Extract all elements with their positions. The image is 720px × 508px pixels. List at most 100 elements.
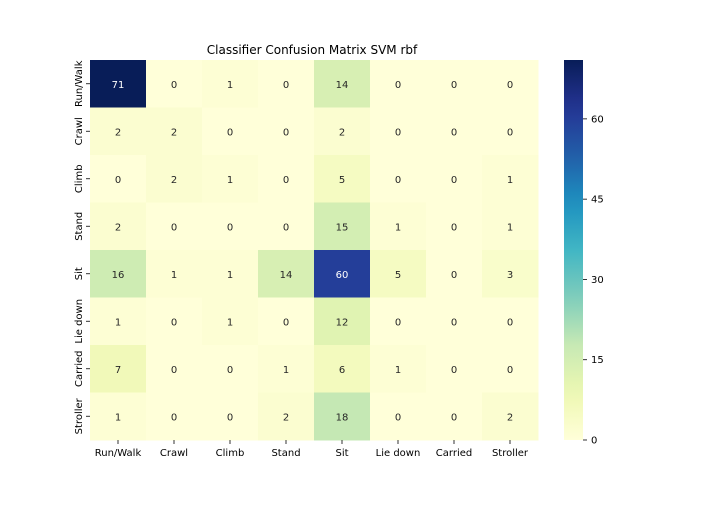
heatmap-cell xyxy=(314,155,371,203)
cell-value-label: 1 xyxy=(115,412,121,423)
heatmap-cell xyxy=(314,107,371,156)
heatmap-cell xyxy=(258,202,315,251)
heatmap-cell xyxy=(426,345,483,393)
cell-value-label: 14 xyxy=(280,270,293,281)
cell-value-label: 15 xyxy=(336,222,349,233)
heatmap-cell xyxy=(370,202,427,251)
x-tick-label: Run/Walk xyxy=(95,448,142,459)
cell-value-label: 1 xyxy=(115,317,121,328)
cell-value-label: 0 xyxy=(227,365,233,376)
heatmap-cell xyxy=(202,60,259,108)
cell-value-label: 5 xyxy=(395,270,401,281)
heatmap-cell xyxy=(370,345,427,393)
heatmap-cell xyxy=(370,297,427,346)
heatmap-cell xyxy=(426,392,483,441)
heatmap-cell xyxy=(90,202,147,251)
heatmap-cell xyxy=(482,155,539,203)
colorbar-tick-label: 60 xyxy=(591,114,604,125)
heatmap-cell xyxy=(258,297,315,346)
x-tick-label: Climb xyxy=(216,448,245,459)
y-tick-label: Crawl xyxy=(74,117,85,145)
cell-value-label: 1 xyxy=(227,80,233,91)
heatmap-cell xyxy=(482,60,539,108)
heatmap-cells xyxy=(90,60,539,441)
cell-value-label: 14 xyxy=(336,80,349,91)
y-tick-label: Sit xyxy=(74,267,85,280)
heatmap-cell xyxy=(202,392,259,441)
heatmap-cell xyxy=(202,345,259,393)
heatmap-cell xyxy=(314,250,371,298)
colorbar: 0 15 30 45 60 xyxy=(564,60,604,447)
heatmap-cell xyxy=(426,107,483,156)
heatmap-cell xyxy=(258,392,315,441)
heatmap-cell xyxy=(90,107,147,156)
cell-value-label: 2 xyxy=(283,412,289,423)
heatmap-cell xyxy=(426,202,483,251)
cell-value-label: 0 xyxy=(283,175,289,186)
y-tick-label: Stroller xyxy=(74,397,85,434)
cell-value-label: 2 xyxy=(507,412,513,423)
x-axis-ticks: Run/Walk Crawl Climb Stand Sit Lie down Carrie… xyxy=(95,440,529,459)
heatmap-cell xyxy=(314,392,371,441)
cell-value-label: 0 xyxy=(283,222,289,233)
cell-value-label: 1 xyxy=(227,317,233,328)
heatmap-cell xyxy=(258,107,315,156)
cell-value-label: 1 xyxy=(283,365,289,376)
heatmap-cell xyxy=(482,202,539,251)
heatmap-cell xyxy=(146,155,203,203)
heatmap-cell xyxy=(202,202,259,251)
heatmap-cell xyxy=(90,250,147,298)
heatmap-cell xyxy=(370,392,427,441)
cell-value-label: 0 xyxy=(451,270,457,281)
cell-value-label: 0 xyxy=(283,127,289,138)
cell-value-label: 2 xyxy=(115,222,121,233)
cell-value-label: 0 xyxy=(227,412,233,423)
x-tick-label: Stand xyxy=(271,448,300,459)
y-axis-ticks: Run/Walk Crawl Climb Stand Sit Lie down Carrie… xyxy=(74,60,90,434)
heatmap-cell xyxy=(426,250,483,298)
cell-value-label: 71 xyxy=(112,80,125,91)
cell-value-label: 0 xyxy=(283,80,289,91)
colorbar-tick-label: 30 xyxy=(591,275,604,286)
heatmap-cell xyxy=(90,392,147,441)
cell-value-label: 0 xyxy=(171,80,177,91)
colorbar-tick-label: 45 xyxy=(591,195,604,206)
x-tick-label: Carried xyxy=(436,448,472,459)
cell-value-label: 0 xyxy=(451,80,457,91)
cell-value-label: 0 xyxy=(395,412,401,423)
cell-value-label: 18 xyxy=(336,412,349,423)
y-tick-label: Run/Walk xyxy=(74,60,85,107)
cell-value-label: 0 xyxy=(451,175,457,186)
cell-value-label: 2 xyxy=(171,127,177,138)
cell-value-label: 0 xyxy=(171,412,177,423)
heatmap-cell xyxy=(146,60,203,108)
heatmap-cell xyxy=(482,345,539,393)
x-tick-label: Lie down xyxy=(376,448,421,459)
heatmap-cell xyxy=(482,107,539,156)
cell-value-label: 6 xyxy=(339,365,345,376)
heatmap-cell xyxy=(202,155,259,203)
cell-value-label: 0 xyxy=(451,317,457,328)
colorbar-tick-label: 0 xyxy=(591,436,597,447)
cell-value-label: 0 xyxy=(115,175,121,186)
y-tick-label: Carried xyxy=(74,351,85,387)
heatmap-cell xyxy=(370,250,427,298)
cell-value-label: 2 xyxy=(339,127,345,138)
heatmap-cell xyxy=(146,202,203,251)
cell-value-label: 1 xyxy=(227,270,233,281)
heatmap-cell xyxy=(258,250,315,298)
heatmap-cell xyxy=(202,107,259,156)
cell-value-label: 0 xyxy=(395,175,401,186)
cell-value-label: 5 xyxy=(339,175,345,186)
cell-value-label: 3 xyxy=(507,270,513,281)
heatmap-cell xyxy=(258,345,315,393)
y-tick-label: Lie down xyxy=(74,299,85,344)
cell-value-label: 0 xyxy=(507,127,513,138)
heatmap-cell xyxy=(202,250,259,298)
heatmap-cell xyxy=(314,202,371,251)
cell-value-label: 60 xyxy=(336,270,349,281)
heatmap-cell xyxy=(482,392,539,441)
heatmap-cell xyxy=(258,60,315,108)
heatmap-cell xyxy=(426,60,483,108)
